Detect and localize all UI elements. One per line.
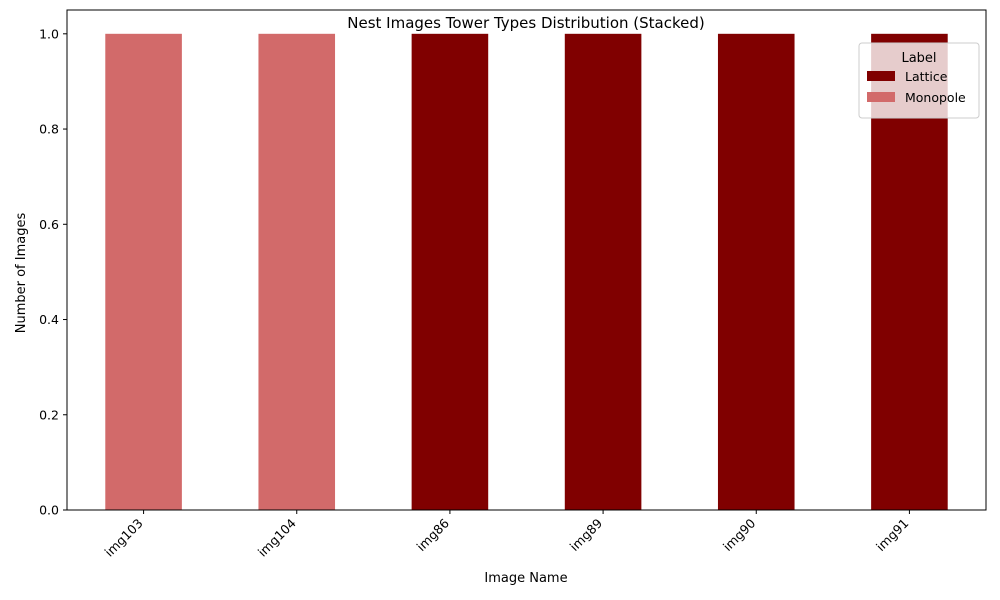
legend-swatch-lattice — [867, 71, 895, 81]
legend-items: Lattice Monopole — [867, 69, 966, 105]
bar-lattice-img89 — [564, 33, 642, 511]
y-tick-label: 0.0 — [39, 503, 59, 518]
x-tick-label: img91 — [873, 516, 912, 555]
legend-label-monopole: Monopole — [905, 90, 966, 105]
legend: Label Lattice Monopole — [858, 42, 980, 119]
bar-monopole-img104 — [258, 33, 336, 511]
legend-swatch-monopole — [867, 92, 895, 102]
x-axis-ticks: img103 img104 img86 img89 img90 img91 — [102, 510, 912, 560]
bar-lattice-img86 — [411, 33, 489, 511]
y-tick-label: 1.0 — [39, 26, 59, 41]
plot-area: 0.0 0.2 0.4 0.6 0.8 1.0 img103 img104 img86 img8… — [39, 9, 987, 560]
y-axis-label: Number of Images — [14, 213, 29, 334]
legend-label-lattice: Lattice — [905, 69, 948, 84]
bars — [105, 33, 948, 511]
x-tick-label: img103 — [102, 516, 146, 560]
plot-frame — [66, 9, 987, 511]
bar-monopole-img103 — [105, 33, 182, 511]
y-tick-label: 0.6 — [39, 217, 59, 232]
y-axis-ticks: 0.0 0.2 0.4 0.6 0.8 1.0 — [39, 26, 67, 518]
x-tick-label: img104 — [255, 515, 299, 559]
x-tick-label: img90 — [720, 515, 759, 554]
chart-title: Nest Images Tower Types Distribution (St… — [347, 14, 704, 32]
x-tick-label: img86 — [414, 515, 453, 554]
x-axis-label: Image Name — [484, 571, 567, 586]
x-tick-label: img89 — [567, 515, 606, 554]
y-tick-label: 0.8 — [39, 122, 59, 137]
y-tick-label: 0.4 — [39, 312, 59, 327]
legend-title: Label — [901, 51, 936, 66]
plot-background — [67, 10, 986, 510]
bar-lattice-img90 — [717, 33, 795, 511]
y-tick-label: 0.2 — [39, 407, 59, 422]
